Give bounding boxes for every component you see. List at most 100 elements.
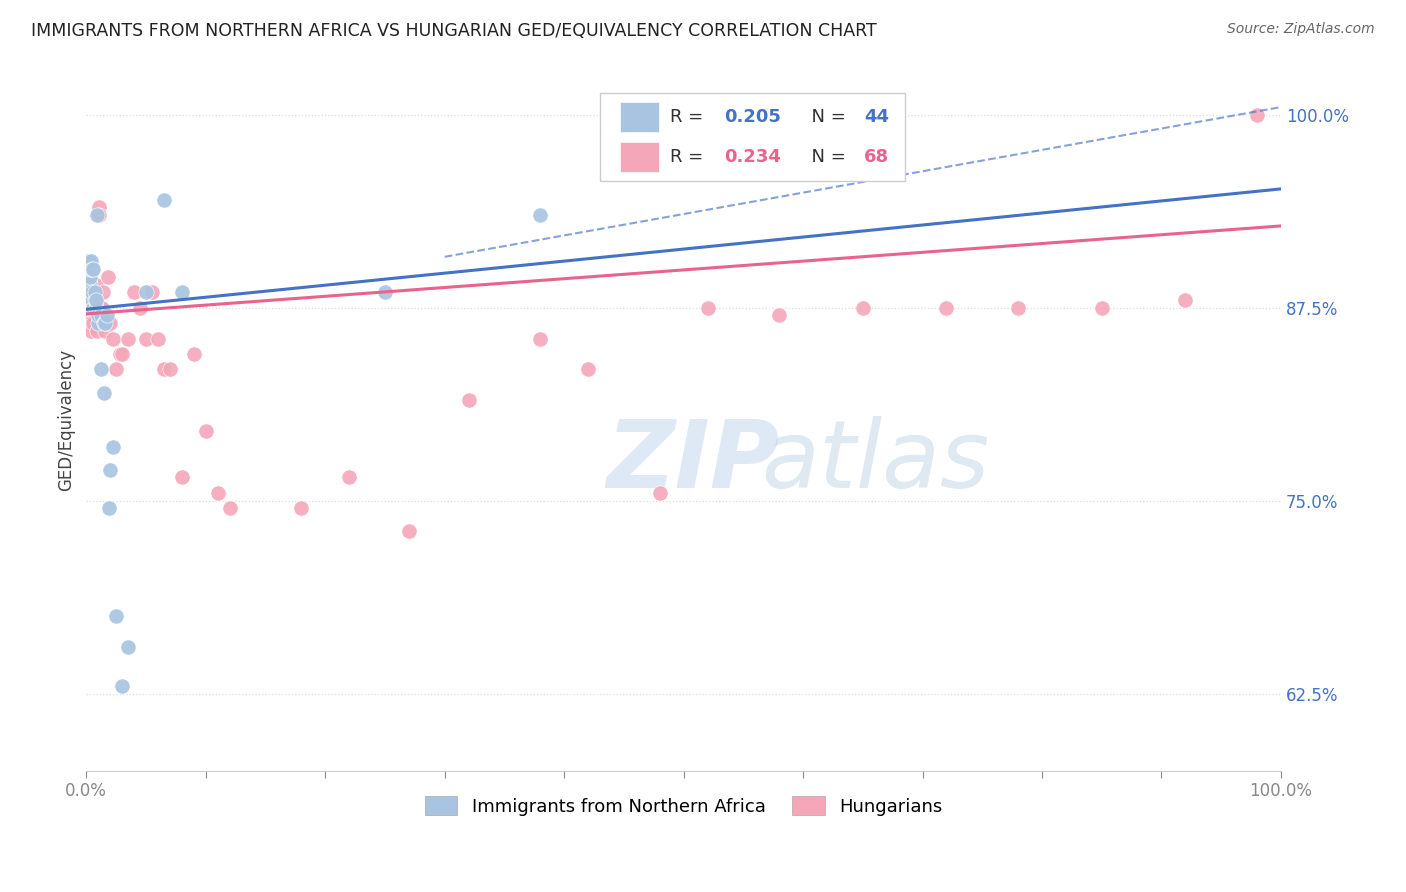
Point: [77, 254, 100, 268]
Point: [648, 486, 671, 500]
Point: [82, 301, 104, 315]
Point: [87, 301, 110, 315]
Point: [79, 293, 101, 307]
Point: [290, 501, 312, 516]
Point: [159, 362, 181, 376]
Point: [77, 293, 100, 307]
Point: [80, 324, 103, 338]
Point: [98, 316, 121, 330]
Text: N =: N =: [800, 108, 851, 126]
Text: R =: R =: [671, 148, 710, 166]
Point: [768, 309, 790, 323]
Text: R =: R =: [671, 108, 710, 126]
Point: [84, 301, 107, 315]
Point: [93, 316, 115, 330]
Point: [90, 301, 112, 315]
Text: ZIP: ZIP: [606, 416, 779, 508]
Point: [77, 277, 100, 292]
Point: [97, 269, 120, 284]
Point: [80, 254, 103, 268]
Point: [94, 324, 117, 338]
Y-axis label: GED/Equivalency: GED/Equivalency: [58, 349, 75, 491]
Point: [98, 463, 121, 477]
Point: [194, 424, 217, 438]
Point: [86, 301, 108, 315]
Point: [122, 285, 145, 300]
Point: [80, 301, 103, 315]
Text: 0.205: 0.205: [724, 108, 782, 126]
Point: [79, 285, 101, 300]
Point: [398, 524, 420, 539]
Point: [76, 269, 98, 284]
Point: [86, 208, 108, 222]
Point: [105, 609, 128, 624]
Point: [86, 324, 108, 338]
Point: [207, 486, 229, 500]
Point: [80, 293, 103, 307]
Point: [79, 316, 101, 330]
Text: 44: 44: [865, 108, 889, 126]
Point: [852, 301, 875, 315]
Point: [1174, 293, 1197, 307]
Point: [153, 362, 176, 376]
Point: [108, 347, 131, 361]
Point: [76, 293, 98, 307]
Point: [84, 293, 107, 307]
Point: [93, 316, 115, 330]
Point: [83, 301, 105, 315]
Point: [94, 316, 117, 330]
Point: [77, 285, 100, 300]
Point: [75, 285, 97, 300]
Point: [77, 269, 100, 284]
Point: [76, 285, 98, 300]
Point: [84, 285, 107, 300]
Point: [75, 285, 97, 300]
Point: [91, 285, 114, 300]
Text: IMMIGRANTS FROM NORTHERN AFRICA VS HUNGARIAN GED/EQUIVALENCY CORRELATION CHART: IMMIGRANTS FROM NORTHERN AFRICA VS HUNGA…: [31, 22, 877, 40]
Point: [96, 316, 118, 330]
Point: [76, 301, 98, 315]
Text: Source: ZipAtlas.com: Source: ZipAtlas.com: [1227, 22, 1375, 37]
Point: [733, 131, 755, 145]
Point: [83, 293, 105, 307]
Point: [77, 277, 100, 292]
Legend: Immigrants from Northern Africa, Hungarians: Immigrants from Northern Africa, Hungari…: [416, 788, 952, 825]
Point: [87, 309, 110, 323]
Point: [129, 301, 152, 315]
Point: [529, 332, 551, 346]
Point: [83, 285, 105, 300]
Point: [1246, 108, 1268, 122]
FancyBboxPatch shape: [600, 93, 904, 181]
Point: [79, 262, 101, 277]
FancyBboxPatch shape: [620, 102, 658, 131]
Point: [75, 301, 97, 315]
Point: [374, 285, 396, 300]
Text: atlas: atlas: [761, 417, 990, 508]
Point: [146, 332, 169, 346]
Point: [135, 285, 157, 300]
Point: [170, 470, 193, 484]
Point: [82, 293, 104, 307]
Point: [82, 301, 104, 315]
Point: [82, 262, 104, 277]
Point: [457, 393, 479, 408]
Point: [105, 362, 128, 376]
Point: [90, 362, 112, 376]
Point: [117, 332, 139, 346]
Point: [111, 347, 134, 361]
Point: [79, 285, 101, 300]
Point: [89, 201, 111, 215]
Text: N =: N =: [800, 148, 851, 166]
Point: [76, 254, 98, 268]
Point: [218, 501, 240, 516]
Point: [1007, 301, 1029, 315]
Point: [82, 285, 104, 300]
Point: [576, 362, 599, 376]
Point: [87, 316, 110, 330]
Point: [79, 277, 101, 292]
Point: [82, 316, 104, 330]
Point: [82, 293, 104, 307]
Point: [117, 640, 139, 655]
Point: [101, 440, 124, 454]
Point: [101, 332, 124, 346]
